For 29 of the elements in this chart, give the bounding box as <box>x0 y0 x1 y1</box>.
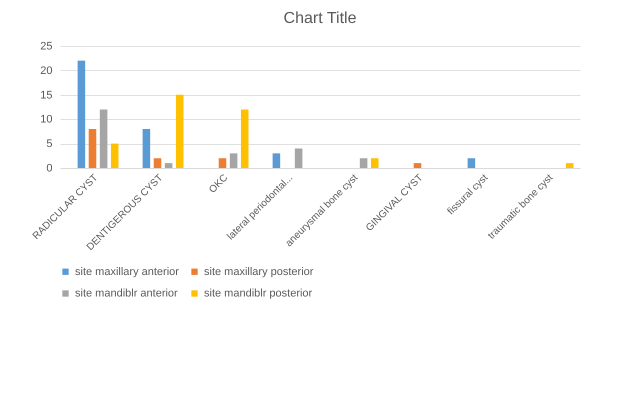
y-tick-label: 10 <box>40 114 52 126</box>
bar <box>154 158 162 168</box>
bar <box>414 163 422 168</box>
bar <box>272 153 280 168</box>
y-tick-label: 25 <box>40 40 52 52</box>
bar <box>370 158 378 168</box>
legend-label: site mandiblr posterior <box>204 288 313 300</box>
bar <box>566 163 574 168</box>
bar <box>78 60 86 168</box>
y-tick-label: 20 <box>40 64 52 77</box>
bar <box>176 94 184 168</box>
y-tick-label: 0 <box>46 162 52 174</box>
legend-label: site mandiblr anterior <box>75 288 178 300</box>
y-tick-label: 5 <box>46 138 52 150</box>
bar <box>294 148 302 168</box>
bar <box>100 109 108 168</box>
bar <box>88 128 96 168</box>
bar <box>360 158 368 168</box>
bar <box>142 128 150 168</box>
bar <box>468 158 476 168</box>
bar <box>240 109 248 168</box>
legend-label: site maxillary anterior <box>75 266 180 278</box>
legend-label: site maxillary posterior <box>204 266 314 278</box>
y-tick-label: 15 <box>40 89 52 102</box>
bar <box>230 153 238 168</box>
bar <box>164 163 172 168</box>
bar <box>218 158 226 168</box>
chart-title: Chart Title <box>284 10 357 27</box>
bar <box>110 144 118 168</box>
